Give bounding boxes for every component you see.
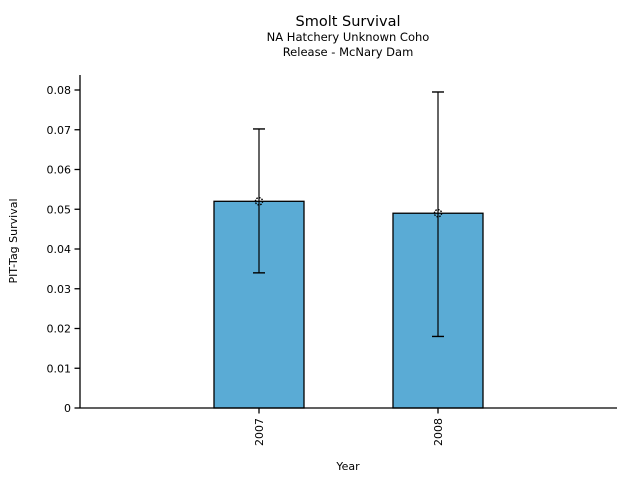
y-tick-label-0.07: 0.07	[47, 124, 72, 137]
y-tick-label-0.04: 0.04	[47, 243, 72, 256]
y-tick-label-0.08: 0.08	[47, 84, 72, 97]
y-tick-label-0.01: 0.01	[47, 362, 72, 375]
mean-marker-2008	[433, 208, 443, 218]
y-axis-label: PIT-Tag Survival	[7, 198, 20, 283]
y-tick-label-0.02: 0.02	[47, 323, 72, 336]
x-axis-label: Year	[335, 460, 360, 473]
mean-markers-group	[254, 196, 443, 218]
x-ticks-group: 2007 2008	[253, 408, 445, 446]
error-bars-group	[253, 91, 444, 338]
mean-marker-2007	[254, 196, 264, 206]
x-tick-label-2007: 2007	[253, 418, 266, 446]
chart-subtitle-line1: NA Hatchery Unknown Coho	[267, 30, 430, 44]
y-ticks-group: 0 0.01 0.02 0.03 0.04 0.05 0.06 0.07 0.08	[47, 84, 80, 415]
y-tick-label-0.05: 0.05	[47, 203, 72, 216]
axes-group	[79, 75, 617, 409]
y-tick-label-0.06: 0.06	[47, 164, 72, 177]
y-tick-label-0: 0	[64, 402, 71, 415]
chart-subtitle-line2: Release - McNary Dam	[283, 45, 414, 59]
chart-title: Smolt Survival	[296, 14, 401, 30]
y-tick-label-0.03: 0.03	[47, 283, 72, 296]
bars-group	[213, 200, 484, 409]
x-tick-label-2008: 2008	[432, 418, 445, 446]
